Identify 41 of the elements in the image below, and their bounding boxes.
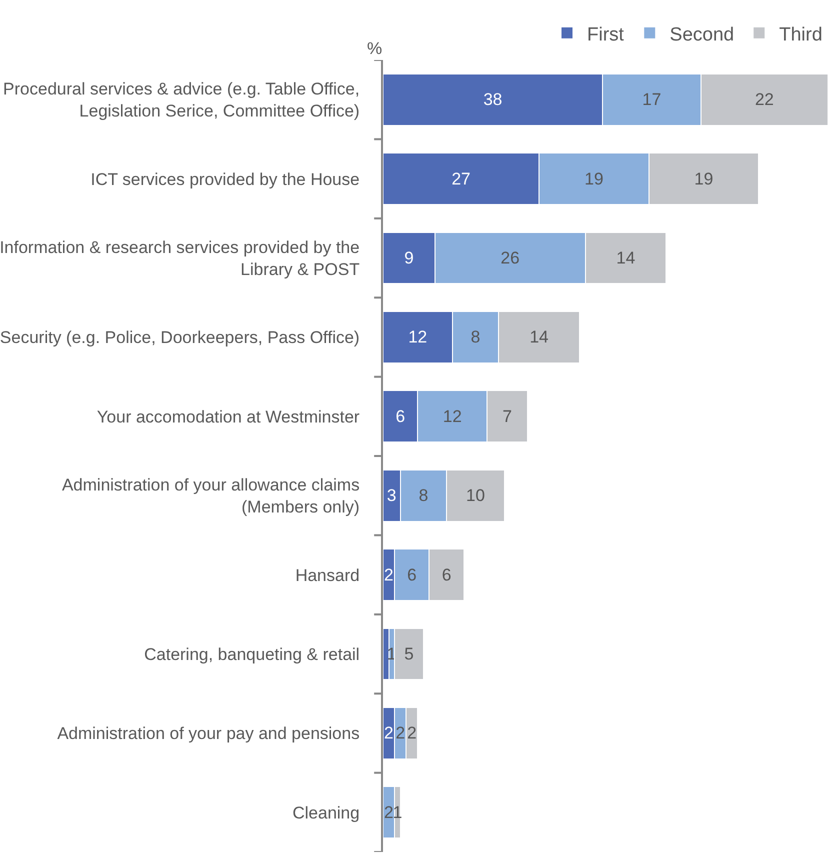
y-tick-label: Your accomodation at Westminster [96,407,360,426]
data-label: 27 [452,169,470,188]
y-tick-label: ICT services provided by the House [90,170,360,189]
data-label: 6 [407,565,417,584]
data-label: 19 [694,169,714,188]
data-label: 2 [384,565,394,584]
data-label: 10 [466,486,485,506]
data-label: 5 [404,644,414,664]
data-label: 2 [396,724,406,743]
y-tick-label: Catering, banqueting & retail [144,644,360,664]
data-label: 1 [392,802,402,822]
data-label: 3 [386,486,396,506]
y-tick-label: Administration of your allowance claims (Members only) [62,476,360,517]
y-tick-label: Security (e.g. Police, Doorkeepers, Pass Office) [0,328,360,348]
data-label: 2 [384,802,394,822]
x-axis-title: % [367,39,382,58]
y-tick-label: Procedural services & advice (e.g. Table Office, Legislation Serice, Committee Office) [3,80,360,121]
data-label: 19 [584,169,604,188]
data-label: 6 [396,406,406,426]
data-label: 6 [442,565,452,584]
data-label: 17 [642,90,662,110]
legend-label: Third [779,24,822,46]
data-label: 7 [502,406,512,426]
y-tick-label: Information & research services provided by the Library & POST [0,238,360,279]
data-label: 2 [384,724,394,743]
data-label: 8 [470,328,480,347]
data-label: 9 [404,248,414,268]
data-label: 8 [418,486,428,506]
data-label: 12 [442,406,462,426]
data-label: 38 [483,90,502,110]
legend-label: First [587,24,625,46]
data-label: 14 [530,328,548,347]
data-label: 12 [408,328,428,347]
data-label: 2 [407,724,417,743]
data-label: 26 [500,248,520,268]
legend-label: Second [670,24,734,46]
y-tick-label: Administration of your pay and pensions [57,724,360,744]
y-tick-label: Hansard [295,566,360,585]
data-label: 14 [616,248,636,268]
y-tick-label: Cleaning [292,803,360,822]
data-label: 22 [754,90,774,110]
